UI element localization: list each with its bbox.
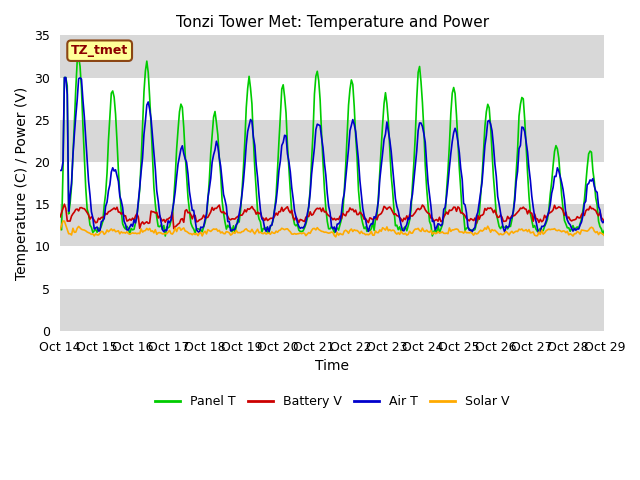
Bar: [60, 204, 604, 246]
Y-axis label: Temperature (C) / Power (V): Temperature (C) / Power (V): [15, 86, 29, 280]
Bar: [60, 78, 604, 120]
Title: Tonzi Tower Met: Temperature and Power: Tonzi Tower Met: Temperature and Power: [175, 15, 489, 30]
Bar: [60, 36, 604, 78]
Legend: Panel T, Battery V, Air T, Solar V: Panel T, Battery V, Air T, Solar V: [150, 390, 515, 413]
Bar: [60, 288, 604, 331]
Bar: [60, 120, 604, 162]
Text: TZ_tmet: TZ_tmet: [71, 44, 128, 57]
X-axis label: Time: Time: [316, 359, 349, 373]
Bar: [60, 162, 604, 204]
Bar: [60, 246, 604, 288]
